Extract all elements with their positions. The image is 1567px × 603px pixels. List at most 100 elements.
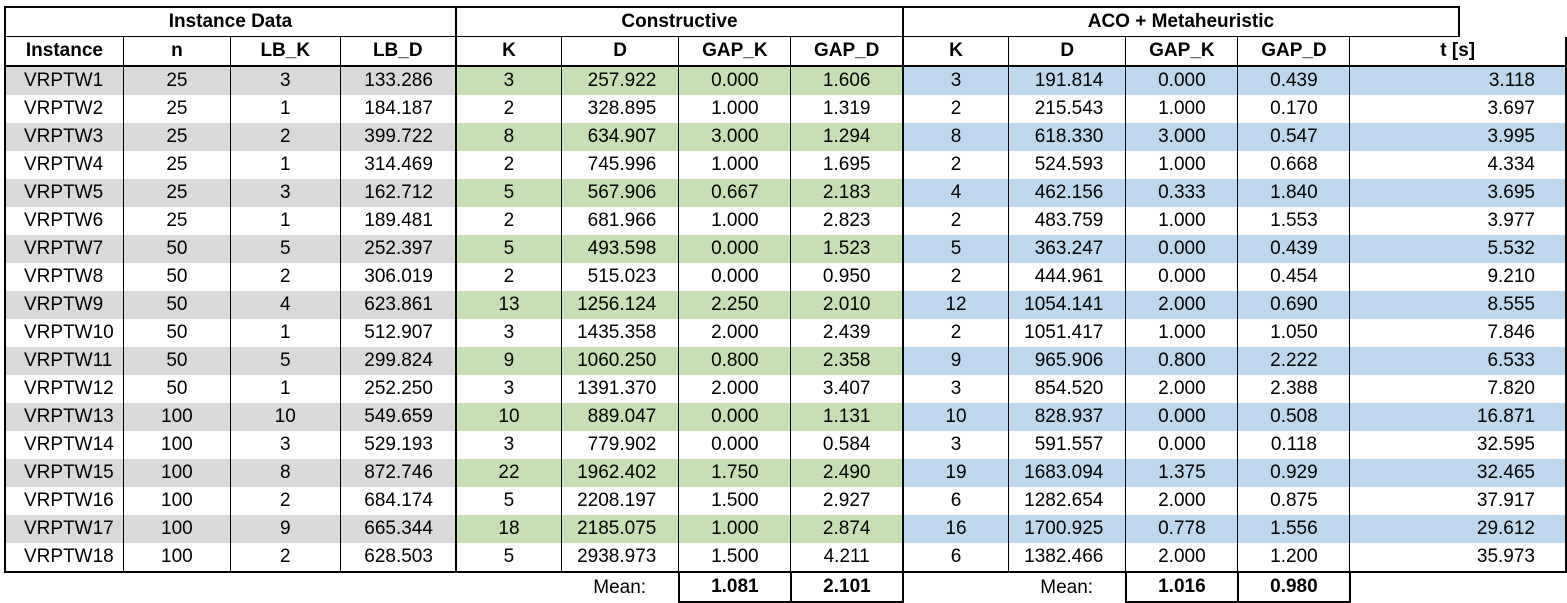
cell-aco-gap-k: 2.000 bbox=[1125, 291, 1238, 319]
cell-cons-gap-k: 0.000 bbox=[678, 263, 791, 291]
cell-aco-k: 2 bbox=[901, 207, 1009, 235]
table-row: VRPTW12 50 1 252.250 3 1391.370 2.000 3.407 3 854… bbox=[3, 375, 1567, 403]
cell-aco-d: 462.156 bbox=[1008, 179, 1126, 207]
cell-cons-gap-d: 2.439 bbox=[790, 319, 903, 347]
cell-cons-gap-k: 1.000 bbox=[678, 151, 791, 179]
cell-aco-time: 3.977 bbox=[1349, 207, 1567, 235]
cell-cons-d: 328.895 bbox=[560, 95, 679, 123]
cell-instance: VRPTW17 bbox=[3, 515, 124, 543]
cell-aco-time: 35.973 bbox=[1349, 543, 1567, 573]
cell-aco-gap-k: 0.000 bbox=[1125, 66, 1238, 95]
cell-cons-gap-k: 1.500 bbox=[678, 487, 791, 515]
cell-lb-k: 2 bbox=[229, 543, 341, 573]
cell-aco-gap-d: 1.556 bbox=[1237, 515, 1350, 543]
cell-cons-gap-k: 1.750 bbox=[678, 459, 791, 487]
cell-aco-gap-k: 2.000 bbox=[1125, 487, 1238, 515]
cell-cons-d: 1060.250 bbox=[560, 347, 679, 375]
cell-lb-k: 9 bbox=[229, 515, 341, 543]
cell-instance: VRPTW2 bbox=[3, 95, 124, 123]
cell-lb-d: 162.712 bbox=[339, 179, 456, 207]
cell-cons-gap-k: 0.000 bbox=[678, 66, 791, 95]
cell-cons-k: 5 bbox=[454, 487, 562, 515]
cell-aco-k: 2 bbox=[901, 319, 1009, 347]
cell-aco-gap-k: 0.000 bbox=[1125, 403, 1238, 431]
cell-aco-d: 444.961 bbox=[1008, 263, 1126, 291]
cell-aco-time: 7.846 bbox=[1349, 319, 1567, 347]
col-header-cons-k: K bbox=[454, 36, 562, 67]
table-row: VRPTW1 25 3 133.286 3 257.922 0.000 1.606 3 191.8… bbox=[3, 66, 1567, 95]
cell-instance: VRPTW13 bbox=[3, 403, 124, 431]
cell-cons-gap-k: 0.000 bbox=[678, 235, 791, 263]
mean-spacer bbox=[5, 572, 561, 602]
cell-instance: VRPTW18 bbox=[3, 543, 124, 573]
cell-cons-d: 2185.075 bbox=[560, 515, 679, 543]
cell-aco-gap-d: 2.222 bbox=[1237, 347, 1350, 375]
cell-aco-d: 591.557 bbox=[1008, 431, 1126, 459]
cell-lb-d: 184.187 bbox=[339, 95, 456, 123]
cell-aco-k: 3 bbox=[901, 431, 1009, 459]
cell-n: 25 bbox=[122, 95, 231, 123]
cell-aco-k: 10 bbox=[901, 403, 1009, 431]
cell-cons-k: 3 bbox=[454, 431, 562, 459]
cell-aco-gap-d: 0.454 bbox=[1237, 263, 1350, 291]
cell-n: 25 bbox=[122, 66, 231, 95]
cell-n: 100 bbox=[122, 543, 231, 573]
col-header-aco-time: t [s] bbox=[1349, 36, 1567, 67]
cell-n: 50 bbox=[122, 347, 231, 375]
cell-cons-d: 515.023 bbox=[560, 263, 679, 291]
table-row: VRPTW9 50 4 623.861 13 1256.124 2.250 2.010 12 10… bbox=[3, 291, 1567, 319]
cell-aco-gap-d: 0.668 bbox=[1237, 151, 1350, 179]
cell-aco-d: 1700.925 bbox=[1008, 515, 1126, 543]
cell-n: 25 bbox=[122, 207, 231, 235]
cell-lb-d: 306.019 bbox=[339, 263, 456, 291]
cell-instance: VRPTW12 bbox=[3, 375, 124, 403]
cell-cons-d: 1256.124 bbox=[560, 291, 679, 319]
cell-aco-time: 8.555 bbox=[1349, 291, 1567, 319]
cell-cons-d: 567.906 bbox=[560, 179, 679, 207]
cell-cons-gap-k: 0.800 bbox=[678, 347, 791, 375]
cell-lb-d: 299.824 bbox=[339, 347, 456, 375]
cell-aco-d: 854.520 bbox=[1008, 375, 1126, 403]
cell-n: 100 bbox=[122, 515, 231, 543]
cell-aco-gap-d: 0.690 bbox=[1237, 291, 1350, 319]
cell-n: 50 bbox=[122, 263, 231, 291]
cell-aco-d: 1282.654 bbox=[1008, 487, 1126, 515]
cell-cons-k: 8 bbox=[454, 123, 562, 151]
cell-aco-time: 9.210 bbox=[1349, 263, 1567, 291]
cell-aco-k: 6 bbox=[901, 487, 1009, 515]
cell-aco-gap-d: 2.388 bbox=[1237, 375, 1350, 403]
cell-aco-d: 1054.141 bbox=[1008, 291, 1126, 319]
cell-aco-gap-d: 1.840 bbox=[1237, 179, 1350, 207]
table-row: VRPTW11 50 5 299.824 9 1060.250 0.800 2.358 9 965… bbox=[3, 347, 1567, 375]
cell-cons-gap-k: 0.000 bbox=[678, 403, 791, 431]
cell-cons-d: 2208.197 bbox=[560, 487, 679, 515]
cell-cons-gap-k: 1.000 bbox=[678, 207, 791, 235]
cell-cons-k: 10 bbox=[454, 403, 562, 431]
cell-cons-gap-d: 2.823 bbox=[790, 207, 903, 235]
cell-cons-d: 745.996 bbox=[560, 151, 679, 179]
cell-cons-k: 3 bbox=[454, 375, 562, 403]
cell-instance: VRPTW15 bbox=[3, 459, 124, 487]
cell-cons-d: 1391.370 bbox=[560, 375, 679, 403]
cell-cons-k: 2 bbox=[454, 95, 562, 123]
cell-cons-gap-d: 2.927 bbox=[790, 487, 903, 515]
cell-cons-d: 257.922 bbox=[560, 66, 679, 95]
cell-cons-d: 634.907 bbox=[560, 123, 679, 151]
cell-lb-k: 3 bbox=[229, 66, 341, 95]
cell-lb-k: 10 bbox=[229, 403, 341, 431]
cell-cons-gap-d: 2.874 bbox=[790, 515, 903, 543]
mean-constructive-gap-d: 2.101 bbox=[789, 572, 904, 603]
cell-cons-gap-d: 2.358 bbox=[790, 347, 903, 375]
cell-aco-d: 191.814 bbox=[1008, 66, 1126, 95]
cell-cons-gap-d: 0.950 bbox=[790, 263, 903, 291]
group-constructive: Constructive bbox=[454, 6, 903, 37]
cell-aco-d: 363.247 bbox=[1008, 235, 1126, 263]
cell-aco-d: 1683.094 bbox=[1008, 459, 1126, 487]
cell-cons-k: 18 bbox=[454, 515, 562, 543]
table-row: VRPTW4 25 1 314.469 2 745.996 1.000 1.695 2 524.5… bbox=[3, 151, 1567, 179]
cell-instance: VRPTW6 bbox=[3, 207, 124, 235]
cell-aco-d: 483.759 bbox=[1008, 207, 1126, 235]
cell-aco-d: 1051.417 bbox=[1008, 319, 1126, 347]
cell-aco-gap-k: 0.800 bbox=[1125, 347, 1238, 375]
cell-cons-gap-d: 1.319 bbox=[790, 95, 903, 123]
